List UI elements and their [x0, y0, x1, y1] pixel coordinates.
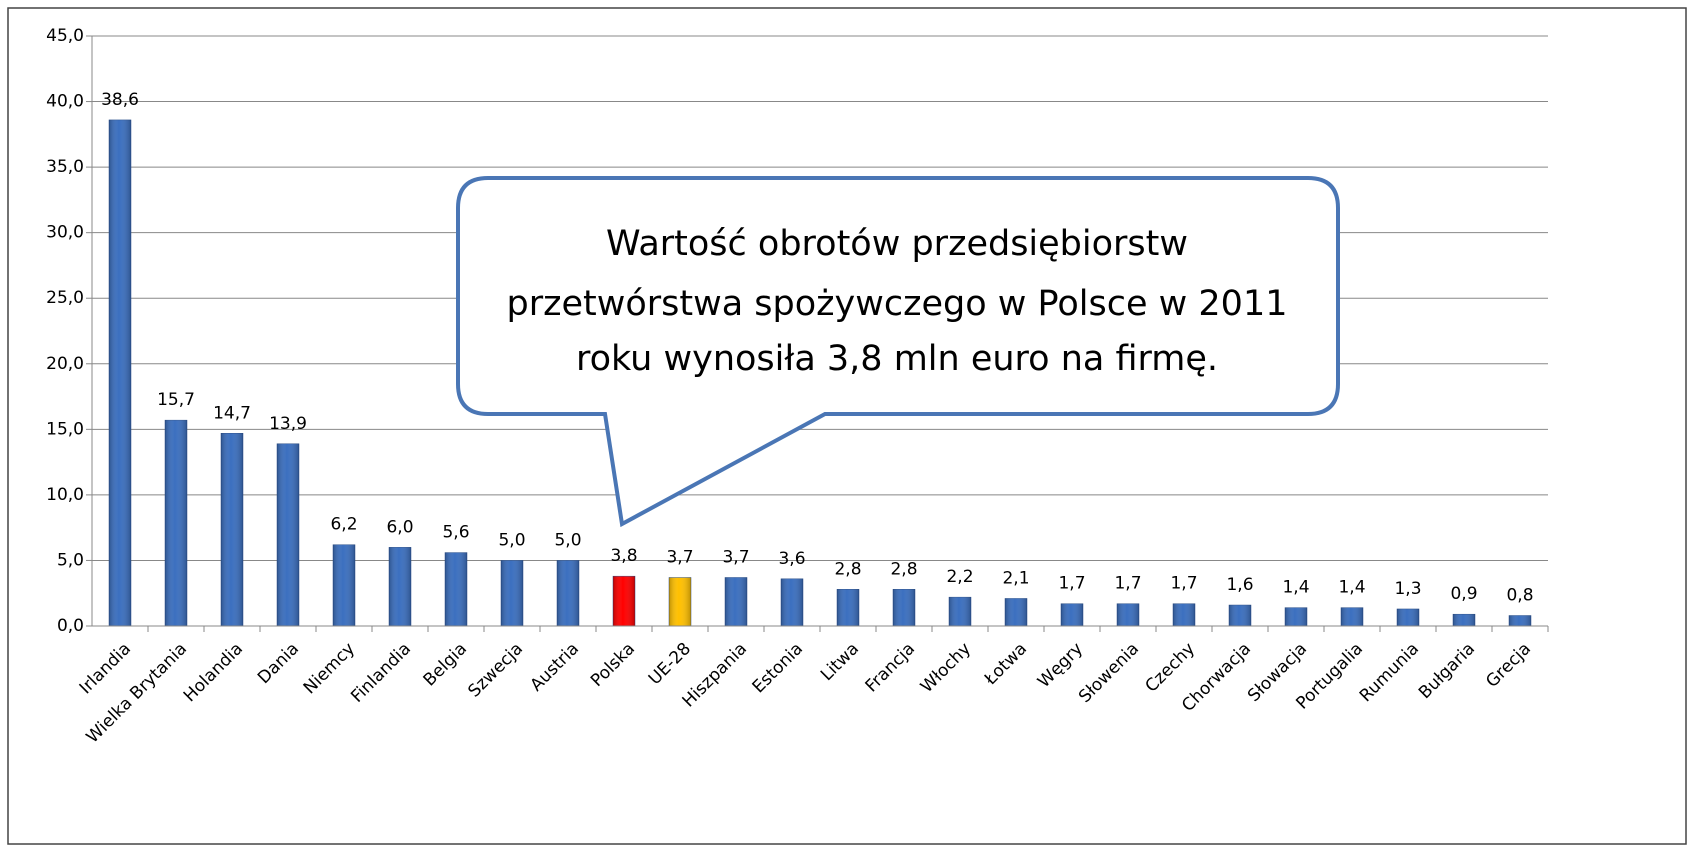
callout [456, 176, 1340, 528]
y-tick-label: 45,0 [46, 26, 84, 46]
value-label: 3,8 [610, 546, 637, 566]
value-label: 14,7 [213, 403, 251, 423]
value-label: 2,8 [834, 559, 861, 579]
value-label: 0,9 [1450, 584, 1477, 604]
y-tick-label: 15,0 [46, 419, 84, 439]
value-label: 1,4 [1282, 578, 1309, 598]
y-tick-label: 35,0 [46, 157, 84, 177]
annotation-line: Wartość obrotów przedsiębiorstw [606, 224, 1188, 264]
value-label: 5,0 [498, 530, 525, 550]
annotation-line: roku wynosiła 3,8 mln euro na firmę. [576, 339, 1218, 379]
value-label: 3,6 [778, 549, 805, 569]
value-label: 1,4 [1338, 578, 1365, 598]
value-label: 1,3 [1394, 579, 1421, 599]
value-label: 15,7 [157, 390, 195, 410]
value-label: 6,2 [330, 515, 357, 535]
value-label: 5,0 [554, 530, 581, 550]
value-label: 6,0 [386, 517, 413, 537]
y-tick-label: 40,0 [46, 92, 84, 112]
y-tick-label: 0,0 [57, 616, 84, 636]
annotation-line: przetwórstwa spożywczego w Polsce w 2011 [506, 284, 1287, 324]
value-label: 3,7 [666, 547, 693, 567]
value-label: 3,7 [722, 547, 749, 567]
value-label: 38,6 [101, 90, 139, 110]
value-label: 13,9 [269, 414, 307, 434]
value-label: 2,1 [1002, 568, 1029, 588]
y-tick-label: 20,0 [46, 354, 84, 374]
y-tick-label: 25,0 [46, 288, 84, 308]
value-label: 1,7 [1058, 574, 1085, 594]
y-tick-label: 10,0 [46, 485, 84, 505]
y-tick-label: 5,0 [57, 550, 84, 570]
value-label: 1,7 [1114, 574, 1141, 594]
chart-border [7, 7, 1687, 845]
y-tick-label: 30,0 [46, 223, 84, 243]
value-label: 5,6 [442, 523, 469, 543]
value-label: 2,8 [890, 559, 917, 579]
value-label: 2,2 [946, 567, 973, 587]
value-label: 1,7 [1170, 574, 1197, 594]
value-label: 0,8 [1506, 586, 1533, 606]
value-label: 1,6 [1226, 575, 1253, 595]
